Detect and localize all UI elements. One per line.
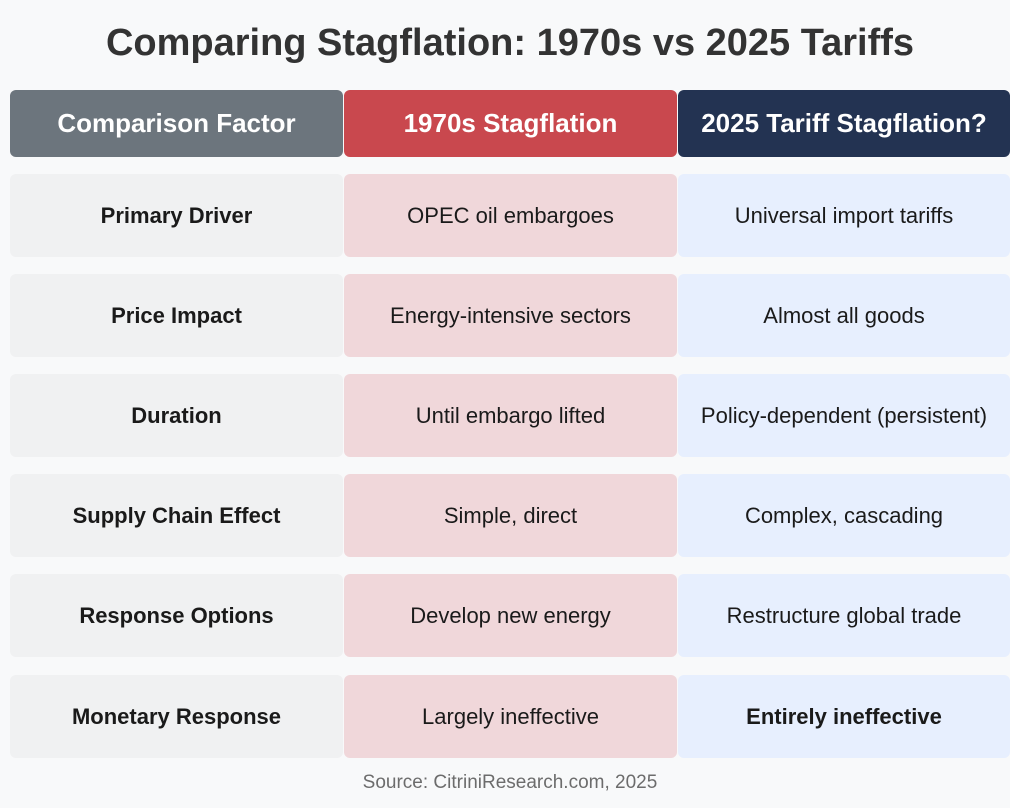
header-comparison-factor: Comparison Factor xyxy=(10,90,343,157)
page-title: Comparing Stagflation: 1970s vs 2025 Tar… xyxy=(105,22,915,64)
factor-cell-monetary-response: Monetary Response xyxy=(10,675,343,758)
header-2025-tariff-stagflation: 2025 Tariff Stagflation? xyxy=(678,90,1010,157)
header-1970s-stagflation: 1970s Stagflation xyxy=(344,90,677,157)
seventies-cell-response-options: Develop new energy xyxy=(344,574,677,657)
seventies-cell-primary-driver: OPEC oil embargoes xyxy=(344,174,677,257)
tariffs-cell-primary-driver: Universal import tariffs xyxy=(678,174,1010,257)
factor-cell-duration: Duration xyxy=(10,374,343,457)
factor-cell-supply-chain-effect: Supply Chain Effect xyxy=(10,474,343,557)
seventies-cell-monetary-response: Largely ineffective xyxy=(344,675,677,758)
tariffs-cell-price-impact: Almost all goods xyxy=(678,274,1010,357)
tariffs-cell-response-options: Restructure global trade xyxy=(678,574,1010,657)
factor-cell-primary-driver: Primary Driver xyxy=(10,174,343,257)
factor-cell-price-impact: Price Impact xyxy=(10,274,343,357)
source-note: Source: CitriniResearch.com, 2025 xyxy=(362,772,658,793)
factor-cell-response-options: Response Options xyxy=(10,574,343,657)
tariffs-cell-monetary-response: Entirely ineffective xyxy=(678,675,1010,758)
tariffs-cell-supply-chain-effect: Complex, cascading xyxy=(678,474,1010,557)
tariffs-cell-duration: Policy-dependent (persistent) xyxy=(678,374,1010,457)
seventies-cell-price-impact: Energy-intensive sectors xyxy=(344,274,677,357)
seventies-cell-supply-chain-effect: Simple, direct xyxy=(344,474,677,557)
seventies-cell-duration: Until embargo lifted xyxy=(344,374,677,457)
